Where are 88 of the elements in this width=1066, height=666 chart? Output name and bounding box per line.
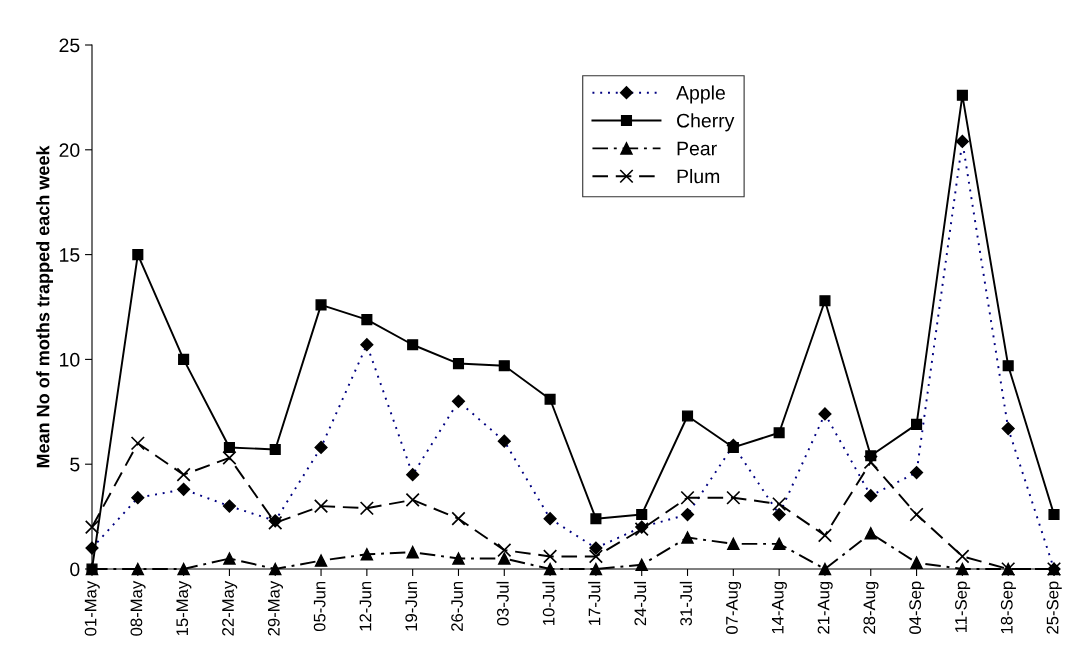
- x-tick-label: 26-Jun: [451, 581, 463, 631]
- x-tick-label: 12-Jun: [359, 581, 372, 631]
- x-tick-label: 11-Sep: [955, 581, 971, 633]
- legend-label: Pear: [677, 141, 717, 156]
- legend-label: Cherry: [677, 113, 735, 132]
- point: [498, 360, 510, 372]
- point: [955, 549, 970, 564]
- x-tick-label: 05-Jun: [313, 581, 326, 632]
- point: [359, 501, 374, 516]
- x-tick-label: 01-May: [84, 580, 100, 636]
- point: [407, 339, 419, 351]
- point: [588, 549, 603, 564]
- point: [543, 549, 558, 564]
- point: [498, 552, 511, 565]
- x-tick-label: 08-May: [130, 580, 146, 636]
- legend-label: Plum: [677, 168, 720, 184]
- point: [817, 528, 833, 543]
- point: [590, 513, 602, 525]
- x-tick-label: 24-Jul: [633, 581, 647, 626]
- point: [910, 556, 923, 569]
- point: [773, 427, 785, 439]
- point: [177, 562, 190, 576]
- x-tick-label: 04-Sep: [909, 581, 925, 634]
- point: [818, 562, 832, 576]
- point: [269, 443, 281, 456]
- x-tick-label: 14-Aug: [771, 581, 787, 634]
- point: [314, 554, 328, 567]
- point: [315, 299, 327, 311]
- y-tick-label: 0: [70, 562, 80, 577]
- y-axis-title: Mean No of moths trapped each week: [36, 145, 54, 468]
- y-tick-label: 20: [59, 143, 80, 158]
- x-tick-label: 18-Sep: [1000, 581, 1016, 634]
- x-tick-label: 22-May: [222, 580, 238, 636]
- point: [956, 89, 968, 101]
- x-tick-label: 03-Jul: [496, 581, 509, 626]
- point: [452, 358, 465, 370]
- point: [911, 418, 923, 430]
- point: [130, 436, 145, 451]
- point: [772, 537, 786, 551]
- point: [727, 537, 740, 551]
- x-tick-label: 29-May: [267, 580, 284, 636]
- point: [589, 562, 603, 576]
- x-tick-label: 15-May: [176, 580, 192, 636]
- point: [223, 441, 235, 453]
- point: [819, 295, 831, 307]
- point: [405, 492, 420, 507]
- point: [956, 562, 969, 576]
- point: [132, 249, 144, 261]
- point: [131, 562, 145, 576]
- x-tick-label: 25-Sep: [1046, 581, 1062, 634]
- point: [497, 543, 512, 558]
- legend-label: Apple: [676, 85, 725, 104]
- x-tick-label: 17-Jul: [588, 581, 601, 625]
- point: [452, 552, 465, 565]
- point: [1048, 508, 1060, 521]
- point: [313, 499, 329, 514]
- point: [772, 496, 787, 512]
- point: [223, 552, 236, 565]
- x-tick-label: 31-Jul: [679, 581, 692, 626]
- point: [909, 507, 924, 522]
- point: [406, 545, 419, 559]
- point: [681, 410, 694, 422]
- x-tick-label: 28-Aug: [863, 581, 879, 634]
- point: [864, 527, 878, 540]
- y-tick-label: 5: [70, 457, 80, 472]
- point: [84, 519, 100, 535]
- x-tick-label: 21-Aug: [817, 581, 833, 634]
- point: [176, 467, 191, 482]
- point: [178, 353, 190, 365]
- x-tick-label: 19-Jun: [405, 581, 418, 631]
- point: [451, 511, 466, 526]
- point: [222, 450, 237, 465]
- point: [636, 508, 648, 521]
- point: [1002, 360, 1014, 372]
- point: [544, 393, 556, 405]
- point: [726, 490, 741, 505]
- x-tick-label: 10-Jul: [542, 581, 555, 625]
- point: [360, 548, 374, 561]
- point: [268, 562, 282, 576]
- point: [635, 558, 648, 572]
- y-tick-label: 10: [60, 352, 80, 367]
- x-tick-label: 07-Aug: [726, 581, 742, 634]
- point: [680, 490, 695, 505]
- point: [681, 531, 694, 544]
- point: [543, 562, 557, 576]
- y-tick-label: 25: [59, 38, 80, 53]
- y-tick-label: 15: [60, 248, 80, 262]
- point: [361, 314, 373, 326]
